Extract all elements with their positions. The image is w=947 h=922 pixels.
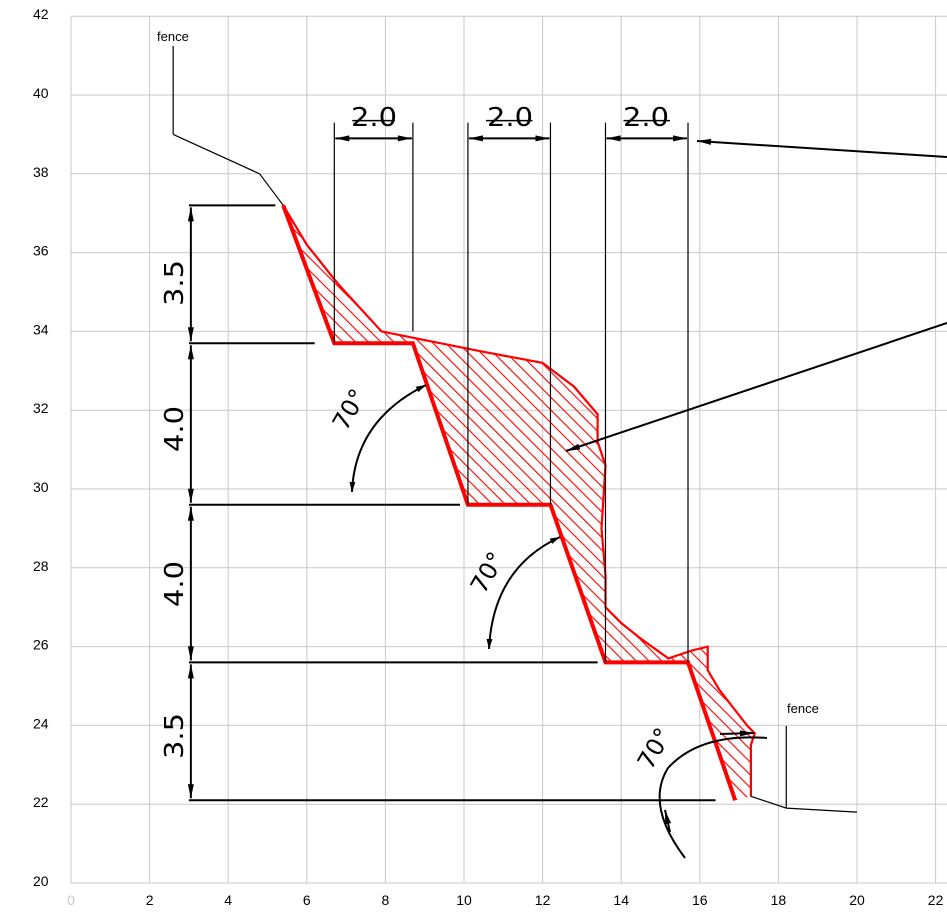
axis-ticks: 0 2 4 6 8 10 12 14 16 18 20 22202224262830323436384…: [33, 6, 944, 908]
y-tick-label: 24: [33, 715, 49, 731]
x-tick-label: 2: [146, 892, 154, 908]
angle-arc-3-arrow-bottom: [664, 809, 672, 833]
y-tick-label: 34: [33, 321, 49, 337]
x-tick-label: 18: [771, 892, 787, 908]
fence-label-bottom: fence: [787, 701, 819, 716]
height-dimension-4: 3.5: [160, 713, 190, 759]
y-tick-label: 36: [33, 243, 49, 259]
x-tick-label: 8: [382, 892, 390, 908]
fence-label-top: fence: [157, 29, 189, 44]
x-tick-label: 14: [613, 892, 629, 908]
width-dimension-2: 2.0: [487, 103, 533, 133]
y-tick-label: 32: [33, 400, 49, 416]
leader-arrow-top: [696, 138, 947, 158]
dimension-lines: [187, 119, 947, 859]
y-tick-label: 26: [33, 637, 49, 653]
y-tick-label: 20: [33, 873, 49, 889]
height-dimension-2: 4.0: [160, 406, 190, 452]
angle-arc-3-arrow-top: [719, 730, 755, 737]
x-tick-label: 16: [692, 892, 708, 908]
design-cut-line: [281, 204, 738, 801]
y-tick-label: 42: [33, 6, 49, 22]
y-tick-label: 38: [33, 164, 49, 180]
x-tick-label: 6: [303, 892, 311, 908]
angle-arc-2: [486, 536, 561, 650]
width-dimension-3: 2.0: [623, 103, 669, 133]
angle-arc-3: [658, 736, 768, 859]
x-tick-label: 10: [456, 892, 472, 908]
x-tick-label: 20: [849, 892, 865, 908]
angle-label-1: 70°: [327, 384, 373, 435]
angle-arc-1: [349, 384, 427, 493]
x-tick-label: 12: [535, 892, 551, 908]
y-tick-label: 30: [33, 479, 49, 495]
height-dimension-3: 4.0: [160, 561, 190, 607]
x-tick-label: 0: [67, 892, 75, 908]
leader-arrow-middle: [565, 322, 947, 452]
x-tick-label: 22: [928, 892, 944, 908]
y-tick-label: 40: [33, 85, 49, 101]
y-tick-label: 22: [33, 794, 49, 810]
width-dimension-1: 2.0: [351, 103, 397, 133]
x-tick-label: 4: [224, 892, 232, 908]
y-tick-label: 28: [33, 558, 49, 574]
height-dimension-1: 3.5: [160, 260, 190, 306]
